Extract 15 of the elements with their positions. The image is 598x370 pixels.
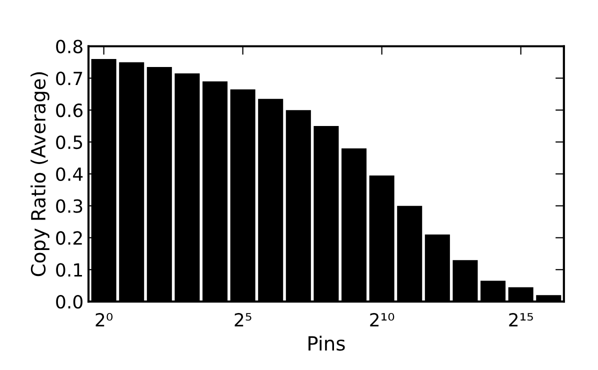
x-tick-label: 2¹⁵ [509, 312, 533, 326]
y-tick-label: 0.8 [56, 40, 82, 54]
x-tick-label: 2⁰ [96, 312, 113, 326]
y-tick-label: 0.4 [56, 167, 83, 182]
y-tick-label: 0.3 [56, 199, 82, 213]
y-tick-label: 0.0 [56, 295, 82, 309]
x-tick-label: 2¹⁰ [370, 312, 394, 326]
x-tick-label: 2⁵ [234, 312, 252, 326]
y-tick-label: 0.6 [56, 104, 83, 118]
y-axis-title: Copy Ratio (Average) [30, 72, 50, 276]
y-tick-label: 0.5 [56, 135, 82, 150]
y-tick-label: 0.2 [56, 231, 82, 245]
y-tick-label: 0.7 [56, 72, 82, 86]
y-tick-label: 0.1 [56, 263, 82, 277]
x-axis-title: Pins [308, 336, 345, 351]
